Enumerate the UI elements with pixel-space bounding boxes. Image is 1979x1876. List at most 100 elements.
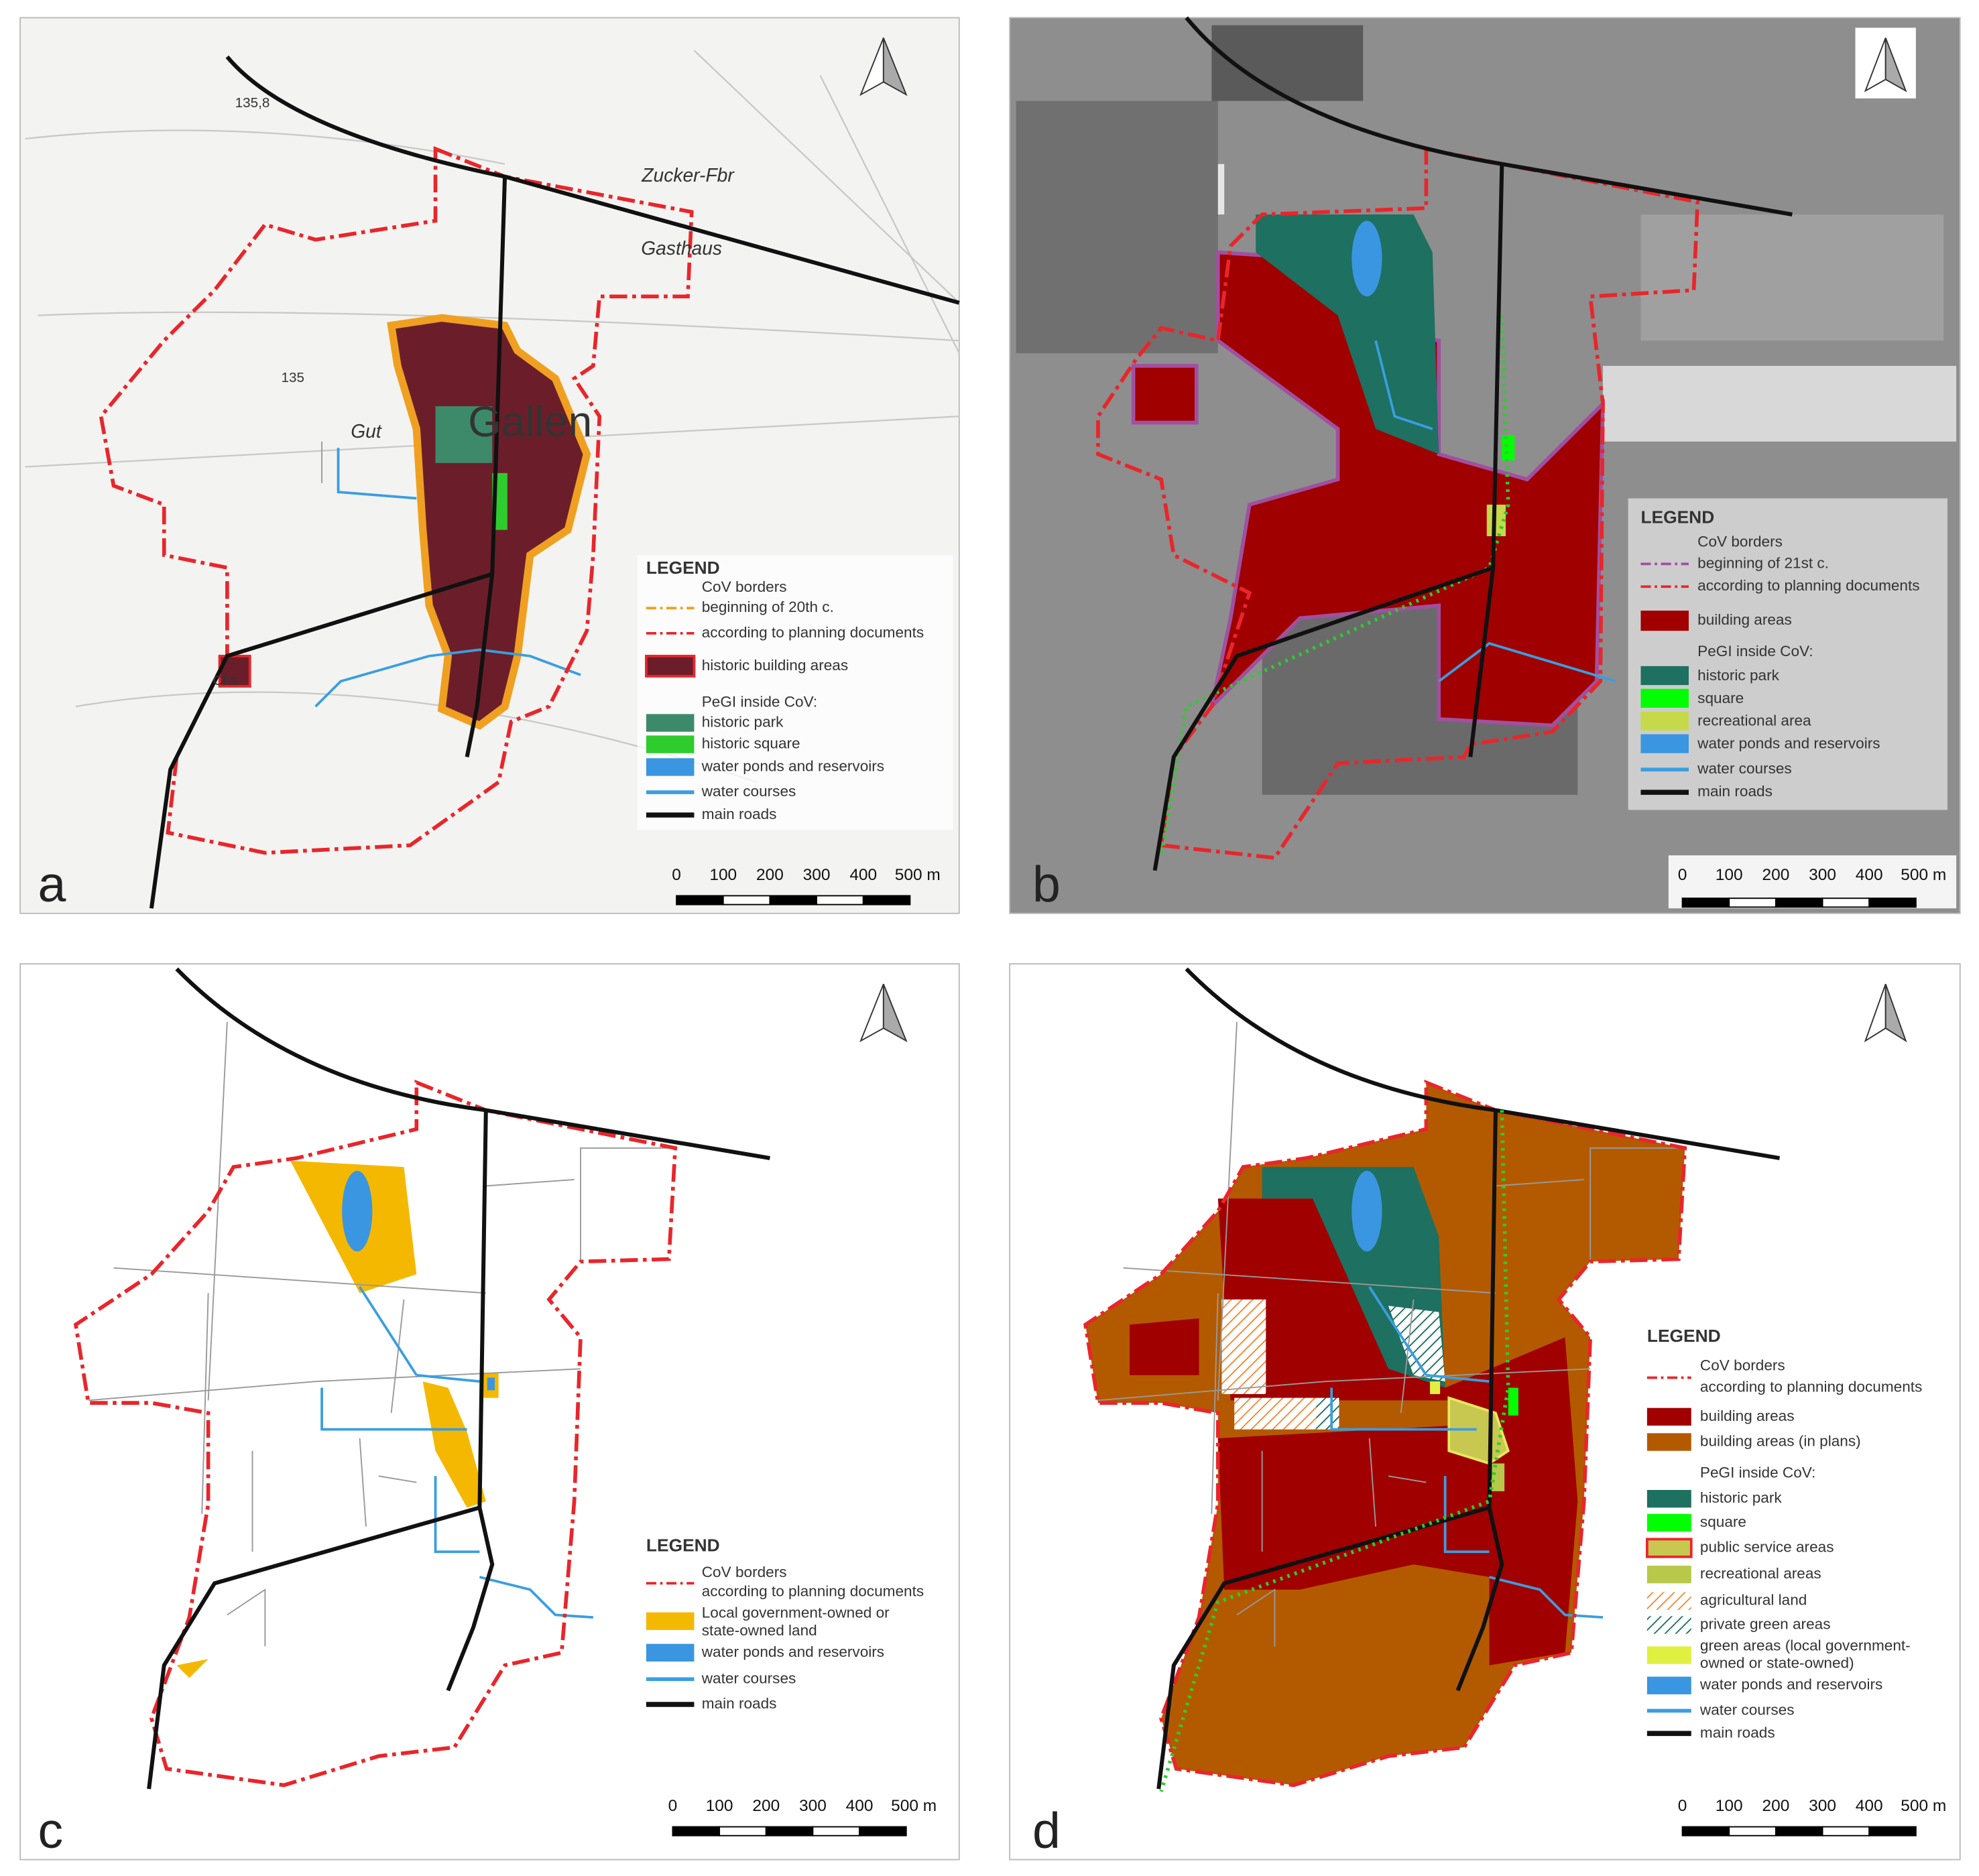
scale-label: 300: [803, 866, 831, 884]
map-rect: [1489, 1463, 1505, 1491]
legend-item: CoV borders: [702, 1564, 787, 1580]
map-label: Zucker-Fbr: [641, 164, 735, 186]
map-path: [882, 38, 908, 97]
legend-item: CoV borders: [702, 578, 787, 595]
legend-item: CoV borders: [1697, 533, 1783, 550]
legend-item: water courses: [701, 1670, 796, 1686]
map-path: [882, 983, 908, 1043]
map-ellipse: [1352, 1170, 1382, 1252]
map-rect: [1211, 25, 1364, 101]
map-rect: [1646, 1565, 1691, 1584]
scale-label: 200: [1762, 1797, 1789, 1815]
legend-item: green areas (local government-: [1700, 1637, 1911, 1653]
map-rect: [646, 1643, 695, 1662]
scale-segment: [859, 1826, 907, 1836]
scale-label: 100: [709, 866, 737, 884]
legend-item: beginning of 20th c.: [702, 599, 834, 615]
scale-label: 300: [1809, 1797, 1836, 1815]
map-rect: [1645, 1538, 1693, 1558]
panel-a: [19, 17, 960, 914]
panel-c: [19, 963, 960, 1861]
map-path: [1388, 1306, 1445, 1382]
map-rect: [19, 963, 960, 1861]
map-rect: [1221, 1299, 1266, 1394]
scale-segment: [1775, 1826, 1823, 1836]
scale-label: 0: [1678, 866, 1687, 884]
legend-title: LEGEND: [646, 1536, 720, 1556]
map-path: [1129, 1318, 1199, 1375]
legend-item: building areas: [1697, 611, 1792, 628]
map-ellipse: [342, 1170, 373, 1252]
map-path: [1256, 214, 1439, 454]
legend-item: square: [1697, 690, 1744, 706]
scale-segment: [1821, 897, 1870, 908]
map-label: Gasthaus: [641, 237, 722, 259]
scale-label: 400: [846, 1797, 874, 1815]
map-rect: [1646, 1676, 1691, 1694]
map-rect: [1602, 365, 1957, 442]
map-rect: [1628, 498, 1947, 810]
map-rect: [1316, 1397, 1339, 1430]
legend-item: beginning of 21st c.: [1697, 554, 1829, 571]
legend-item: recreational areas: [1700, 1565, 1821, 1582]
map-rect: [637, 555, 953, 830]
map-path: [1447, 1396, 1510, 1465]
scale-segment: [722, 895, 771, 905]
map-path: [1152, 16, 1793, 871]
legend-item: main roads: [1700, 1724, 1775, 1741]
map-path: [1884, 38, 1907, 92]
scale-segment: [1728, 897, 1777, 908]
scale-segment: [765, 1826, 814, 1836]
map-path: [99, 145, 694, 855]
map-label: 135,8: [235, 95, 270, 111]
map-rect: [487, 1377, 495, 1391]
map-rect: [646, 758, 695, 776]
map-path: [176, 1659, 208, 1678]
map-label: Gallen: [468, 397, 592, 446]
map-rect: [1646, 1490, 1691, 1508]
map-rect: [646, 1612, 695, 1630]
legend-item: water ponds and reservoirs: [1699, 1676, 1882, 1693]
legend-item: PeGI inside CoV:: [1700, 1464, 1815, 1481]
scale-segment: [1681, 897, 1730, 908]
scale-segment: [1868, 897, 1917, 908]
legend-item: square: [1700, 1513, 1746, 1530]
legend-item: public service areas: [1700, 1539, 1834, 1556]
scale-label: 500 m: [1901, 866, 1946, 884]
scale-label: 0: [1678, 1797, 1687, 1815]
map-path: [1884, 983, 1907, 1043]
scale-segment: [1868, 1826, 1917, 1836]
scale-segment: [816, 895, 864, 905]
legend-title: LEGEND: [646, 558, 720, 578]
map-path: [1217, 1198, 1578, 1666]
map-path: [1208, 250, 1605, 728]
panel-letter: d: [1032, 1802, 1061, 1859]
legend-item: owned or state-owned): [1700, 1655, 1854, 1672]
map-label: Chs.: [213, 673, 242, 688]
scale-label: 100: [1716, 866, 1743, 884]
legend-item: according to planning documents: [702, 1582, 924, 1599]
scale-label: 200: [752, 1797, 780, 1815]
scale-segment: [1775, 897, 1823, 908]
scale-label: 400: [849, 866, 877, 884]
legend-item: according to planning documents: [1697, 577, 1919, 594]
panel-d: [1009, 963, 1961, 1861]
scale-label: 300: [799, 1797, 827, 1815]
scale-label: 400: [1856, 866, 1883, 884]
map-path: [1374, 340, 1616, 683]
legend-title: LEGEND: [1647, 1326, 1721, 1346]
legend-item: main roads: [702, 1695, 777, 1712]
scale-segment: [1681, 1826, 1730, 1836]
map-rect: [1646, 1433, 1691, 1451]
legend-item: water ponds and reservoirs: [1697, 735, 1880, 752]
map-rect: [1430, 1381, 1441, 1394]
map-rect: [1508, 1387, 1518, 1416]
scale-segment: [1821, 1826, 1870, 1836]
map-label: 135: [282, 370, 305, 385]
map-rect: [646, 714, 695, 732]
map-rect: [1502, 435, 1515, 461]
panel-letter: c: [38, 1802, 63, 1859]
map-rect: [1640, 711, 1689, 731]
legend-item: Local government-owned or: [702, 1604, 890, 1621]
